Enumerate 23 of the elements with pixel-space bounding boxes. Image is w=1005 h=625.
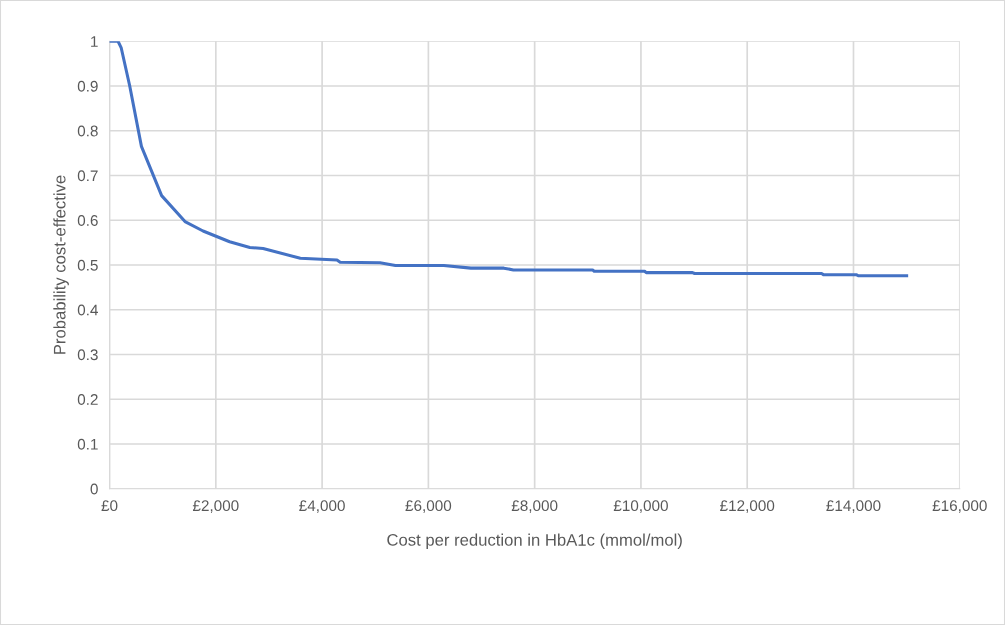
y-tick-label: 0.1 xyxy=(77,438,98,450)
x-tick-label: £0 xyxy=(101,500,118,512)
x-tick-label: £8,000 xyxy=(511,500,558,513)
y-tick-label: 1 xyxy=(91,36,98,47)
y-tick-label: 0.6 xyxy=(77,215,98,226)
x-tick-label: £10,000 xyxy=(613,500,668,513)
x-tick-label: £14,000 xyxy=(826,500,881,513)
x-tick-label: £4,000 xyxy=(299,500,345,513)
y-tick-label: 0.8 xyxy=(77,125,98,137)
line-series xyxy=(109,41,909,278)
y-axis-title: Probability cost-effective xyxy=(53,175,69,354)
x-tick-label: £16,000 xyxy=(932,500,987,513)
x-tick-label: £2,000 xyxy=(192,500,239,513)
y-tick-label: 0.7 xyxy=(77,170,98,182)
y-tick-label: 0.4 xyxy=(77,304,98,316)
x-tick-label: £12,000 xyxy=(720,500,775,513)
y-tick-label: 0.9 xyxy=(77,80,98,92)
y-tick-label: 0 xyxy=(90,483,98,495)
y-tick-label: 0.2 xyxy=(77,394,98,405)
x-axis-title: Cost per reduction in HbA1c (mmol/mol) xyxy=(387,533,682,550)
y-tick-label: 0.5 xyxy=(77,259,98,271)
x-tick-label: £6,000 xyxy=(405,500,452,513)
y-tick-label: 0.3 xyxy=(77,349,98,361)
